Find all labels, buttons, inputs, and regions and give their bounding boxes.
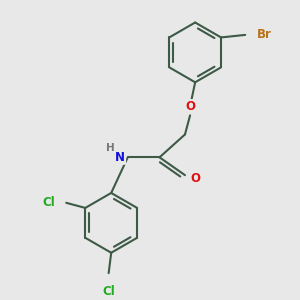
Text: O: O — [185, 100, 195, 113]
Text: Cl: Cl — [102, 285, 115, 298]
Text: O: O — [190, 172, 200, 185]
Text: Br: Br — [257, 28, 272, 41]
Text: N: N — [115, 151, 125, 164]
Text: Cl: Cl — [42, 196, 55, 209]
Text: H: H — [106, 143, 114, 153]
